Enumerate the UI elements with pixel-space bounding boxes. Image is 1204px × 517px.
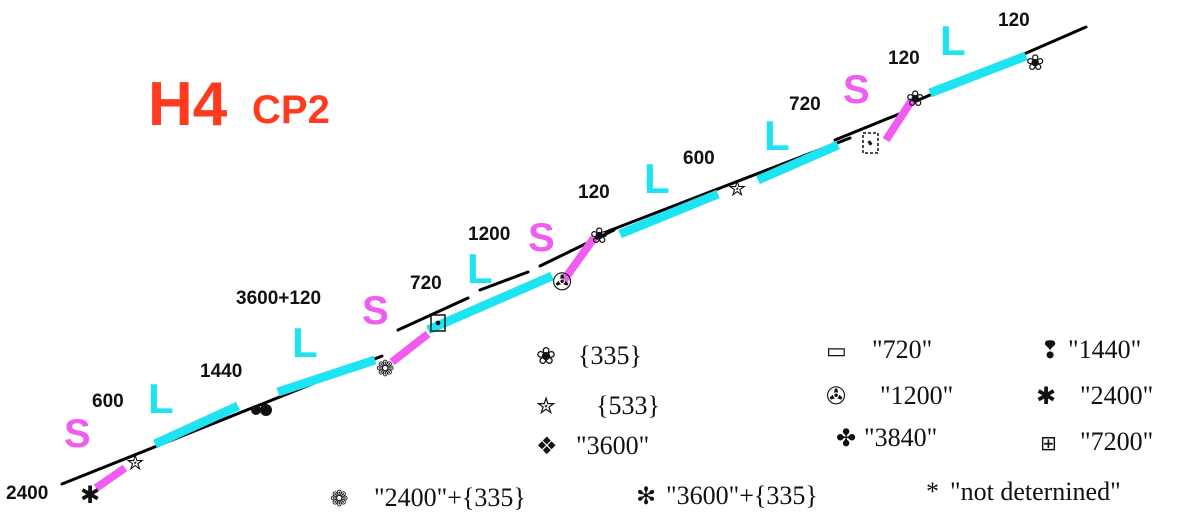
label-s-4: S: [843, 68, 870, 112]
flower-icon: ❀: [590, 224, 608, 249]
value-label: 600: [92, 391, 124, 412]
value-label: 720: [789, 94, 821, 115]
box-icon: [862, 132, 879, 154]
star-icon: ✮: [536, 392, 556, 420]
box-icon: [430, 314, 446, 332]
value-label: 720: [410, 273, 442, 294]
label-l-6: L: [940, 17, 966, 64]
legend: ❀ {335} ✮ {533} ❖ "3600" ▭ "720" ✇ "1200…: [330, 335, 1153, 512]
value-label: 120: [888, 48, 920, 69]
flower-icon: ❀: [906, 87, 924, 112]
flower-icon: ❀: [536, 342, 556, 370]
l-segments: [153, 51, 1028, 449]
label-l-4: L: [644, 155, 670, 202]
value-label: 120: [998, 10, 1030, 31]
legend-text: {533}: [596, 391, 660, 420]
value-label: 600: [683, 148, 715, 169]
asterisk-icon: ✱: [1036, 382, 1056, 410]
wheel-icon: ❁: [376, 357, 394, 382]
segment-labels: S L L S L S L L S L: [64, 17, 966, 456]
diamond-icon: ❖: [536, 432, 558, 460]
asterisk-icon: ✱: [80, 481, 100, 509]
legend-text: "1200": [880, 381, 953, 410]
label-s-2: S: [362, 289, 389, 333]
label-l-1: L: [148, 375, 174, 422]
legend-text: "not deternined": [950, 477, 1121, 506]
wheel-icon: ❁: [330, 487, 348, 512]
value-label: 1200: [468, 224, 510, 245]
value-label: 2400: [6, 483, 48, 504]
drop-icon: ❢: [1040, 336, 1060, 364]
quatrefoil-icon: ✤: [836, 424, 856, 452]
legend-text: {335}: [578, 341, 642, 370]
legend-text: "1440": [1068, 335, 1141, 364]
legend-text: "720": [872, 335, 932, 364]
legend-text: "3600": [576, 431, 649, 460]
legend-text: "3600"+{335}: [666, 481, 818, 510]
asterisk-plain-icon: *: [926, 477, 939, 506]
legend-text: "2400": [1080, 381, 1153, 410]
title-main: H4: [148, 70, 228, 139]
legend-text: "3840": [864, 423, 937, 452]
value-label: 3600+120: [236, 288, 321, 309]
value-label: 120: [578, 182, 610, 203]
label-l-3: L: [467, 245, 493, 292]
value-labels: 2400 600 1440 3600+120 720 1200 120 600 …: [6, 10, 1030, 504]
cross-box-icon: ⊞: [1040, 431, 1057, 455]
drop-icon: [251, 404, 272, 416]
star-asterisk-icon: ✻: [636, 482, 656, 510]
value-label: 1440: [200, 361, 242, 382]
label-s-3: S: [528, 216, 555, 260]
tri-circle-icon: ✇: [826, 382, 846, 410]
s-segments: [93, 97, 916, 492]
legend-text: "2400"+{335}: [374, 483, 526, 512]
box-icon: ▭: [826, 339, 847, 364]
flower-icon: ❀: [1026, 51, 1044, 76]
label-s-1: S: [64, 412, 91, 456]
label-l-2: L: [292, 319, 318, 366]
star-icon: ✮: [126, 451, 144, 476]
tri-circle-icon: ✇: [552, 268, 572, 296]
star-icon: ✮: [728, 177, 746, 202]
label-l-5: L: [764, 112, 790, 159]
line-markers: ✱ ✮ ❁ ✇ ❀ ✮ ❀ ❀: [80, 51, 1044, 509]
legend-text: "7200": [1080, 427, 1153, 456]
title-sub: CP2: [252, 88, 330, 132]
